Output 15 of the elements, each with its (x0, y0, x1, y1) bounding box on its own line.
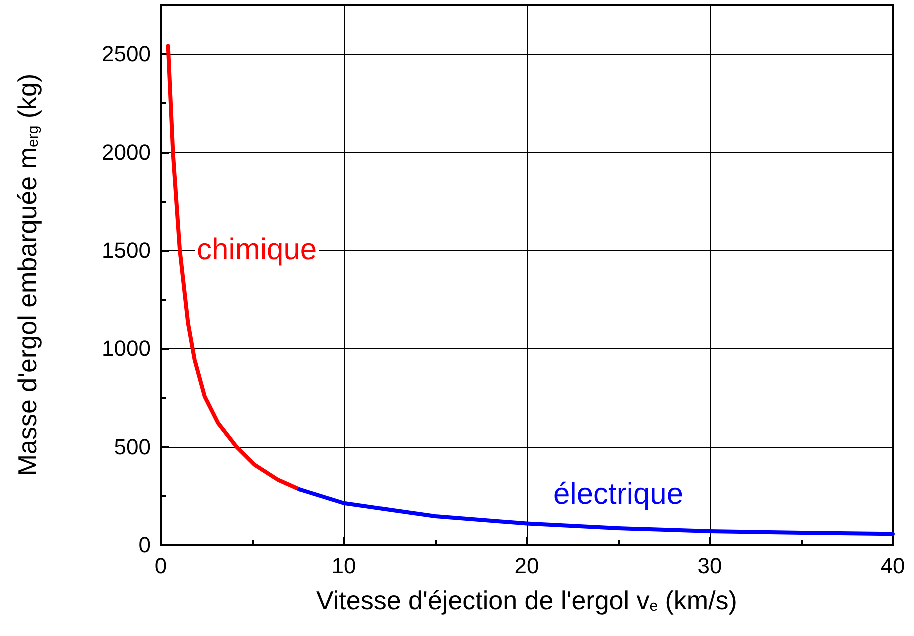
y-tick-label: 0 (138, 532, 151, 558)
y-tick-label: 500 (114, 434, 151, 460)
x-tick-label: 10 (332, 554, 356, 578)
y-axis-title: Masse d'ergol embarquée merg (kg) (12, 74, 42, 476)
x-tick-label: 40 (880, 554, 906, 578)
series-label: chimique (197, 234, 318, 267)
y-tick-label: 2000 (102, 140, 151, 165)
series-label: électrique (553, 478, 684, 512)
x-tick-label: 30 (698, 554, 722, 578)
x-tick-label: 0 (154, 554, 168, 578)
y-tick-label: 1000 (102, 336, 151, 362)
y-tick-label: 2500 (102, 42, 151, 67)
y-tick-label: 1500 (102, 238, 151, 263)
x-tick-label: 20 (514, 554, 540, 578)
x-axis-title: Vitesse d'éjection de l'ergol ve (km/s) (316, 586, 738, 616)
